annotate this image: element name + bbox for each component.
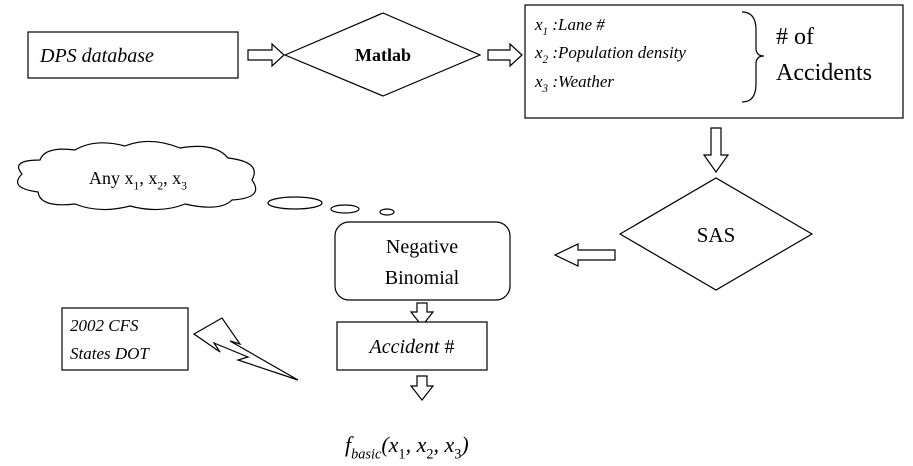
external-line: 2002 CFS <box>70 316 139 335</box>
result-box <box>336 321 488 371</box>
text-part: :Lane # <box>548 15 605 34</box>
subscript: 1 <box>133 179 139 192</box>
external-line: States DOT <box>70 344 150 363</box>
arrow <box>553 243 616 267</box>
text-part: , x <box>433 432 454 457</box>
text-part: :Population density <box>548 43 686 62</box>
tool-label: Matlab <box>355 45 411 65</box>
text-part: ) <box>459 432 468 457</box>
source-box <box>27 31 239 79</box>
subscript: basic <box>351 447 382 463</box>
text-part: x <box>534 72 543 91</box>
software-diamond <box>618 177 814 291</box>
model-line: Negative <box>386 236 458 258</box>
subscript: 3 <box>454 447 461 463</box>
formula: fbasic(x1, x2, x3) <box>345 432 469 463</box>
text-part: , x <box>163 168 181 188</box>
text-part: x <box>534 15 543 34</box>
subscript: 1 <box>398 447 405 463</box>
text-part: f <box>345 432 354 457</box>
subscript: 2 <box>543 54 549 66</box>
text-part: Any x <box>89 168 134 188</box>
subscript: 1 <box>543 26 549 38</box>
brace <box>741 11 765 103</box>
subscript: 3 <box>542 83 549 95</box>
model-box <box>334 221 511 301</box>
outcome-line: # of <box>776 24 814 50</box>
source-label: DPS database <box>39 45 154 67</box>
arrow <box>409 375 435 401</box>
thought-cloud <box>17 140 257 211</box>
arrow <box>247 42 285 68</box>
arrow <box>409 302 435 327</box>
model-line: Binomial <box>385 267 460 289</box>
cloud-trail <box>330 204 360 214</box>
variable: x3 :Weather <box>534 72 614 95</box>
arrow <box>702 127 730 174</box>
variable: x1 :Lane # <box>534 15 605 38</box>
cloud-trail <box>267 196 323 210</box>
variables-box <box>524 4 904 119</box>
text-part: Accident <box>368 336 440 358</box>
text-part: x <box>534 43 543 62</box>
variable: x2 :Population density <box>534 43 686 66</box>
subscript: 2 <box>426 447 433 463</box>
lightning <box>192 317 299 381</box>
result-label: Accident # <box>368 336 455 358</box>
arrow <box>487 42 523 68</box>
text-part: (x <box>381 432 398 457</box>
outcome-line: Accidents <box>776 60 872 86</box>
thought-label: Any x1, x2, x3 <box>89 168 187 192</box>
subscript: 3 <box>181 179 187 192</box>
text-part: , x <box>139 168 157 188</box>
external-box <box>61 307 189 371</box>
text-part: , x <box>406 432 427 457</box>
software-label: SAS <box>697 223 736 247</box>
subscript: 2 <box>157 179 163 192</box>
text-part: # <box>439 336 454 358</box>
text-part: :Weather <box>548 72 614 91</box>
tool-diamond <box>283 12 482 97</box>
cloud-trail <box>379 208 395 216</box>
